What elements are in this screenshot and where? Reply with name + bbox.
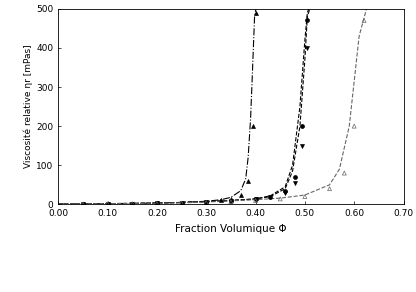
Point: [104, 201, 111, 206]
Point: [178, 200, 185, 205]
X-axis label: Fraction Volumique Φ: Fraction Volumique Φ: [175, 224, 287, 234]
Point: [228, 199, 234, 203]
Point: [79, 202, 86, 206]
Point: [203, 200, 210, 204]
Point: [250, 124, 256, 128]
Point: [252, 197, 259, 202]
Point: [203, 200, 210, 205]
Point: [351, 124, 357, 128]
Point: [104, 201, 111, 206]
Point: [304, 18, 311, 23]
Point: [361, 18, 367, 23]
Point: [304, 46, 311, 50]
Point: [178, 201, 185, 205]
Point: [178, 201, 185, 205]
Point: [228, 199, 234, 203]
Point: [203, 199, 210, 204]
Point: [299, 143, 306, 148]
Legend: 100/0
l/s, 60/40
l/s, 80/20
l/s, 0/100
l/s: 100/0 l/s, 60/40 l/s, 80/20 l/s, 0/100 l…: [136, 291, 326, 292]
Point: [228, 196, 234, 201]
Point: [252, 198, 259, 203]
Point: [302, 194, 308, 199]
Point: [203, 200, 210, 204]
Y-axis label: Viscosité relative ηr [mPas]: Viscosité relative ηr [mPas]: [24, 45, 33, 168]
Point: [326, 186, 333, 191]
Point: [129, 201, 136, 206]
Point: [299, 124, 306, 128]
Point: [129, 201, 136, 206]
Point: [104, 201, 111, 206]
Point: [104, 201, 111, 206]
Point: [154, 201, 160, 206]
Point: [267, 195, 274, 200]
Point: [282, 190, 288, 195]
Point: [129, 201, 136, 206]
Point: [267, 194, 274, 199]
Point: [178, 201, 185, 205]
Point: [238, 192, 244, 197]
Point: [154, 201, 160, 206]
Point: [245, 179, 251, 183]
Point: [292, 175, 298, 179]
Point: [292, 180, 298, 185]
Point: [282, 188, 288, 193]
Point: [79, 202, 86, 206]
Point: [218, 198, 224, 203]
Point: [341, 171, 348, 175]
Point: [154, 201, 160, 206]
Point: [154, 201, 160, 206]
Point: [129, 201, 136, 206]
Point: [252, 10, 259, 15]
Point: [79, 202, 86, 206]
Point: [252, 197, 259, 202]
Point: [228, 199, 234, 204]
Point: [79, 202, 86, 206]
Point: [277, 197, 284, 201]
